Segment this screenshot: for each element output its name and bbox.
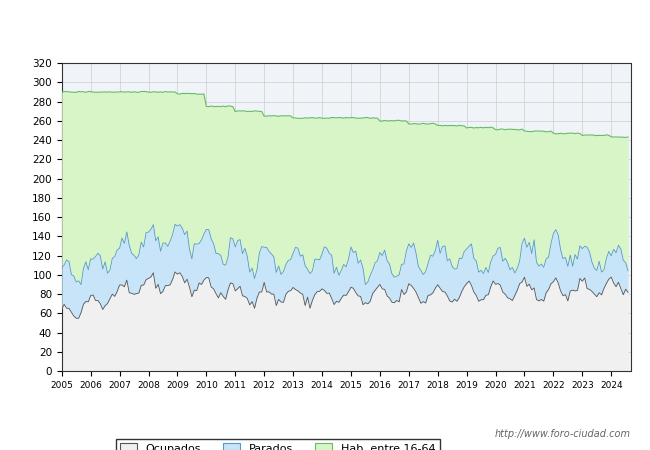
Text: Galinduste - Evolucion de la poblacion en edad de Trabajar Agosto de 2024: Galinduste - Evolucion de la poblacion e… <box>74 21 576 34</box>
Legend: Ocupados, Parados, Hab. entre 16-64: Ocupados, Parados, Hab. entre 16-64 <box>116 438 440 450</box>
Text: http://www.foro-ciudad.com: http://www.foro-ciudad.com <box>495 429 630 439</box>
